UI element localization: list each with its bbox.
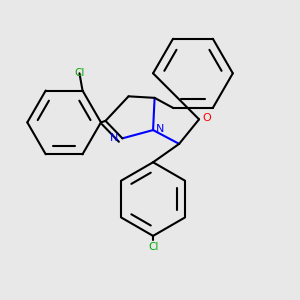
Text: N: N xyxy=(156,124,164,134)
Text: Cl: Cl xyxy=(74,68,85,78)
Text: O: O xyxy=(203,113,212,123)
Text: Cl: Cl xyxy=(148,242,158,252)
Text: N: N xyxy=(110,133,119,143)
